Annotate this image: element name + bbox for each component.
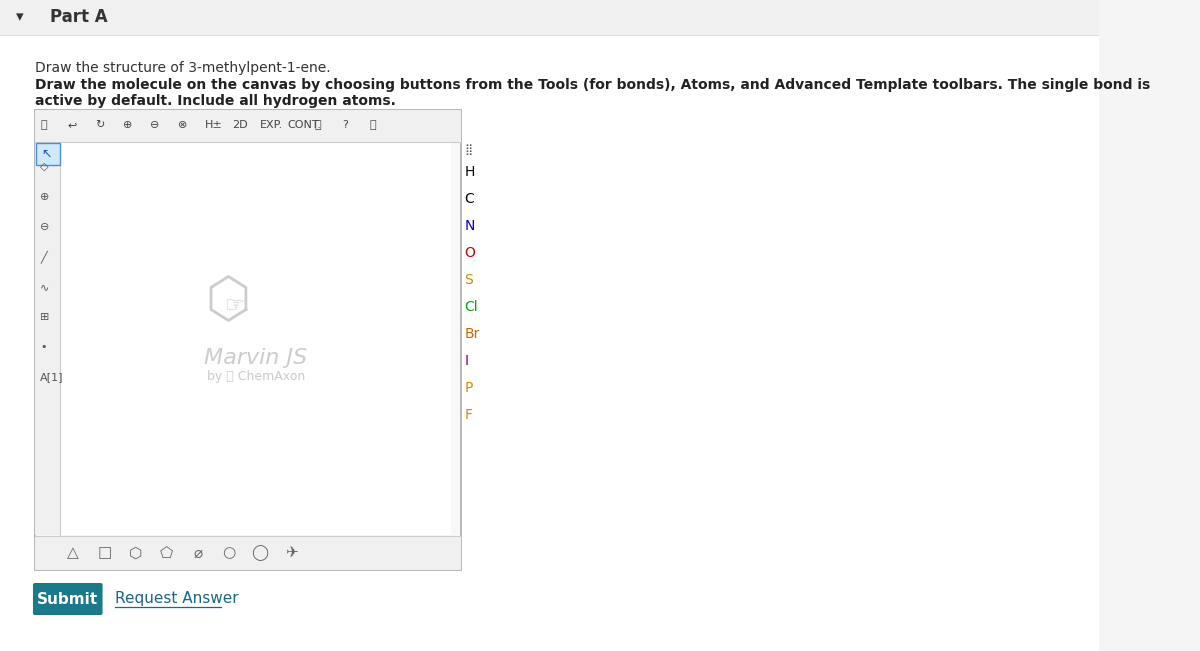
Text: Br: Br [464,327,480,341]
Text: C: C [464,192,474,206]
Text: by Ⓢ ChemAxon: by Ⓢ ChemAxon [206,370,305,383]
Bar [0,0,1099,35]
Text: Marvin JS: Marvin JS [204,348,307,368]
Text: ◯: ◯ [252,545,269,561]
Text: ⣿: ⣿ [464,145,473,156]
Text: N: N [464,219,475,233]
FancyBboxPatch shape [32,583,102,615]
Bar [35,536,461,570]
Text: Part A: Part A [50,8,108,26]
Text: O: O [464,246,475,260]
Text: P: P [464,381,473,395]
Text: ⊕: ⊕ [122,120,132,130]
Text: ↖: ↖ [41,148,52,161]
Text: ⌀: ⌀ [193,546,203,561]
Text: H±: H± [205,120,223,130]
Text: ○: ○ [222,546,235,561]
Text: ⤢: ⤢ [370,120,377,130]
Text: □: □ [97,546,112,561]
Text: ↻: ↻ [95,120,104,130]
Bar [35,142,60,535]
Text: ↩: ↩ [67,120,77,130]
Text: ⊖: ⊖ [41,222,49,232]
Text: ╱: ╱ [41,251,47,264]
Text: Cl: Cl [464,300,478,314]
Text: ?: ? [342,120,348,130]
Text: ☞: ☞ [224,296,244,316]
Text: I: I [464,354,468,368]
Text: ✈: ✈ [284,546,298,561]
Bar [35,110,461,570]
Bar [60,142,451,535]
Text: CONT.: CONT. [288,120,322,130]
Text: ⊖: ⊖ [150,120,160,130]
Text: 🗋: 🗋 [41,120,47,130]
Text: EXP.: EXP. [260,120,283,130]
Text: 2D: 2D [233,120,248,130]
Text: ⓘ: ⓘ [314,120,322,130]
Bar [36,143,60,165]
Text: •: • [41,342,47,352]
Text: H: H [464,165,475,179]
Text: S: S [464,273,473,287]
Bar [35,110,461,142]
Text: ⊞: ⊞ [41,312,49,322]
Text: ⬠: ⬠ [160,546,173,561]
Text: F: F [464,408,473,422]
Text: ⊕: ⊕ [41,192,49,202]
Text: Submit: Submit [37,592,98,607]
Text: ◇: ◇ [41,162,49,172]
Text: Draw the structure of 3-methylpent-1-ene.: Draw the structure of 3-methylpent-1-ene… [35,61,330,75]
Text: ⊗: ⊗ [178,120,187,130]
Text: A[1]: A[1] [41,372,64,382]
Text: ∿: ∿ [41,282,49,292]
Text: Draw the molecule on the canvas by choosing buttons from the Tools (for bonds), : Draw the molecule on the canvas by choos… [35,78,1150,108]
Text: ▾: ▾ [17,10,24,25]
Text: Request Answer: Request Answer [115,592,239,607]
Text: ⬡: ⬡ [128,546,143,561]
Text: △: △ [67,546,79,561]
